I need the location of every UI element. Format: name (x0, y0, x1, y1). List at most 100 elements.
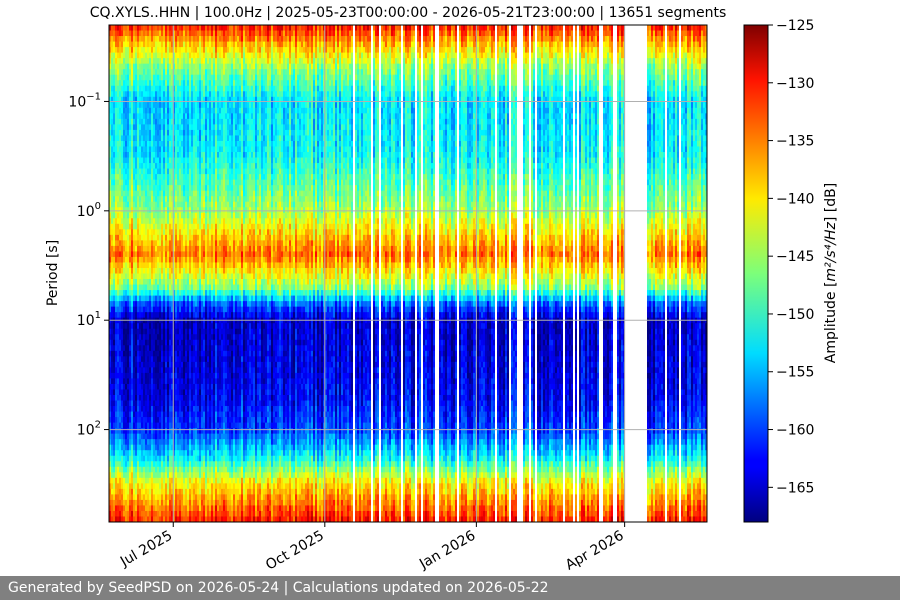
heatmap-cell (131, 417, 133, 424)
heatmap-cell (139, 201, 141, 208)
heatmap-cell (121, 455, 123, 462)
heatmap-cell (213, 505, 215, 512)
heatmap-cell (211, 411, 213, 418)
heatmap-cell (151, 472, 153, 479)
heatmap-cell (179, 450, 181, 457)
heatmap-cell (187, 350, 189, 357)
heatmap-cell (115, 406, 117, 413)
heatmap-cell (207, 240, 209, 247)
heatmap-cell (131, 317, 133, 324)
heatmap-cell (173, 102, 175, 109)
heatmap-cell (115, 306, 117, 313)
heatmap-cell (183, 472, 185, 479)
heatmap-cell (195, 245, 197, 253)
heatmap-cell (181, 107, 183, 114)
heatmap-cell (111, 328, 113, 335)
heatmap-cell (209, 295, 211, 302)
heatmap-cell (133, 168, 135, 175)
heatmap-cell (203, 179, 205, 186)
heatmap-cell (123, 129, 125, 137)
heatmap-cell (131, 510, 133, 518)
heatmap-cell (173, 107, 175, 114)
heatmap-cell (211, 279, 213, 286)
heatmap-cell (215, 284, 217, 291)
heatmap-cell (195, 129, 197, 137)
heatmap-cell (189, 372, 191, 380)
heatmap-cell (203, 85, 205, 92)
heatmap-cell (119, 207, 121, 214)
heatmap-cell (175, 218, 177, 225)
heatmap-cell (125, 406, 127, 413)
heatmap-cell (189, 417, 191, 424)
heatmap-cell (123, 394, 125, 402)
heatmap-cell (197, 47, 199, 54)
heatmap-cell (199, 323, 201, 330)
heatmap-cell (149, 234, 151, 241)
heatmap-cell (195, 256, 197, 264)
heatmap-cell (195, 483, 197, 490)
heatmap-cell (117, 63, 119, 70)
heatmap-cell (185, 428, 187, 435)
heatmap-cell (193, 433, 195, 440)
heatmap-cell (135, 505, 137, 512)
heatmap-cell (205, 129, 207, 137)
heatmap-cell (179, 505, 181, 512)
heatmap-cell (215, 229, 217, 236)
heatmap-cell (191, 466, 193, 473)
heatmap-cell (205, 350, 207, 357)
heatmap-cell (169, 96, 171, 103)
heatmap-cell (191, 113, 193, 120)
heatmap-cell (119, 240, 121, 247)
heatmap-cell (207, 267, 209, 275)
heatmap-cell (143, 113, 145, 120)
heatmap-cell (163, 477, 165, 484)
heatmap-cell (135, 417, 137, 424)
heatmap-cell (203, 58, 205, 65)
heatmap-cell (203, 461, 205, 468)
heatmap-cell (155, 113, 157, 120)
heatmap-cell (127, 267, 129, 275)
heatmap-cell (133, 107, 135, 114)
heatmap-cell (125, 58, 127, 65)
heatmap-cell (149, 107, 151, 114)
heatmap-column (161, 25, 163, 522)
heatmap-cell (215, 107, 217, 114)
heatmap-cell (209, 394, 211, 402)
heatmap-cell (185, 118, 187, 125)
heatmap-cell (161, 245, 163, 253)
heatmap-cell (147, 361, 149, 368)
heatmap-cell (147, 41, 149, 48)
heatmap-cell (135, 494, 137, 501)
heatmap-cell (211, 201, 213, 208)
heatmap-cell (137, 444, 139, 451)
heatmap-cell (135, 406, 137, 413)
heatmap-cell (159, 190, 161, 197)
heatmap-cell (159, 361, 161, 368)
heatmap-cell (167, 279, 169, 286)
heatmap-cell (213, 483, 215, 490)
heatmap-cell (117, 328, 119, 335)
heatmap-cell (189, 400, 191, 407)
heatmap-cell (213, 223, 215, 230)
heatmap-cell (175, 422, 177, 429)
heatmap-cell (177, 345, 179, 352)
heatmap-cell (189, 157, 191, 164)
heatmap-cell (141, 196, 143, 203)
heatmap-cell (195, 284, 197, 291)
heatmap-cell (197, 372, 199, 380)
heatmap-cell (187, 207, 189, 214)
heatmap-cell (209, 36, 211, 43)
heatmap-cell (145, 350, 147, 357)
heatmap-cell (133, 494, 135, 501)
heatmap-cell (119, 367, 121, 374)
heatmap-cell (135, 295, 137, 302)
heatmap-cell (135, 157, 137, 164)
heatmap-cell (205, 455, 207, 462)
heatmap-cell (111, 190, 113, 197)
heatmap-cell (187, 118, 189, 125)
heatmap-cell (211, 140, 213, 148)
heatmap-cell (159, 201, 161, 208)
heatmap-cell (117, 47, 119, 54)
heatmap-cell (115, 394, 117, 402)
heatmap-cell (169, 36, 171, 43)
